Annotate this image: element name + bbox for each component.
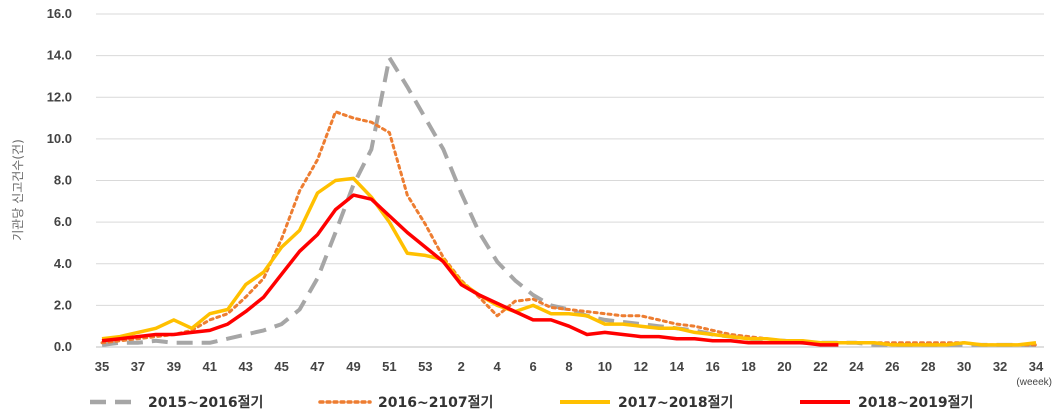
x-tick-label: 47 (310, 359, 324, 374)
series-lines (100, 55, 1038, 347)
y-axis-label: 기관당 신고건수(건) (11, 139, 25, 241)
x-tick-label: 30 (957, 359, 971, 374)
y-tick-label: 6.0 (54, 214, 72, 229)
x-tick-label: 26 (885, 359, 899, 374)
x-tick-label: 20 (777, 359, 791, 374)
y-tick-label: 0.0 (54, 339, 72, 354)
x-tick-label: 6 (529, 359, 536, 374)
x-tick-label: 41 (203, 359, 217, 374)
series-line-2 (100, 110, 1038, 347)
y-tick-label: 10.0 (47, 131, 72, 146)
x-tick-label: 51 (382, 359, 396, 374)
x-axis-tick-labels: 35 37 39 41 43 45 47 49 51 53 2 4 6 8 10 12 14 16 18 20 22 24… (95, 359, 1044, 374)
x-tick-label: 28 (921, 359, 935, 374)
x-tick-label: 24 (849, 359, 864, 374)
legend-label-1: 2015~2016절기 (148, 395, 263, 411)
y-axis-tick-labels: 0.0 2.0 4.0 6.0 8.0 10.0 12.0 14.0 16.0 (47, 6, 72, 354)
x-tick-label: 16 (705, 359, 719, 374)
x-tick-label: 34 (1029, 359, 1044, 374)
x-tick-label: 32 (993, 359, 1007, 374)
y-tick-label: 14.0 (47, 48, 72, 63)
legend-label-4: 2018~2019절기 (858, 395, 973, 411)
y-tick-label: 8.0 (54, 173, 72, 188)
y-tick-label: 2.0 (54, 297, 72, 312)
legend: 2015~2016절기 2016~2107절기 2017~2018절기 2018~20… (90, 395, 973, 411)
x-tick-label: 8 (565, 359, 572, 374)
x-tick-label: 43 (238, 359, 252, 374)
x-tick-label: 12 (634, 359, 648, 374)
x-tick-label: 35 (95, 359, 109, 374)
y-tick-label: 4.0 (54, 256, 72, 271)
x-tick-label: 18 (741, 359, 755, 374)
x-tick-label: 49 (346, 359, 360, 374)
legend-label-3: 2017~2018절기 (618, 395, 733, 411)
x-tick-label: 53 (418, 359, 432, 374)
x-tick-label: 2 (458, 359, 465, 374)
x-tick-label: 14 (670, 359, 685, 374)
y-tick-label: 16.0 (47, 6, 72, 21)
x-tick-label: 10 (598, 359, 612, 374)
x-tick-label: 39 (167, 359, 181, 374)
x-tick-label: 37 (131, 359, 145, 374)
x-axis-unit-label: (weeek) (1016, 377, 1052, 388)
x-tick-label: 22 (813, 359, 827, 374)
x-tick-label: 45 (274, 359, 288, 374)
series-line-4 (101, 193, 839, 347)
x-tick-label: 4 (494, 359, 502, 374)
y-tick-label: 12.0 (47, 89, 72, 104)
series-line-3 (101, 176, 1037, 347)
legend-label-2: 2016~2107절기 (378, 395, 493, 411)
